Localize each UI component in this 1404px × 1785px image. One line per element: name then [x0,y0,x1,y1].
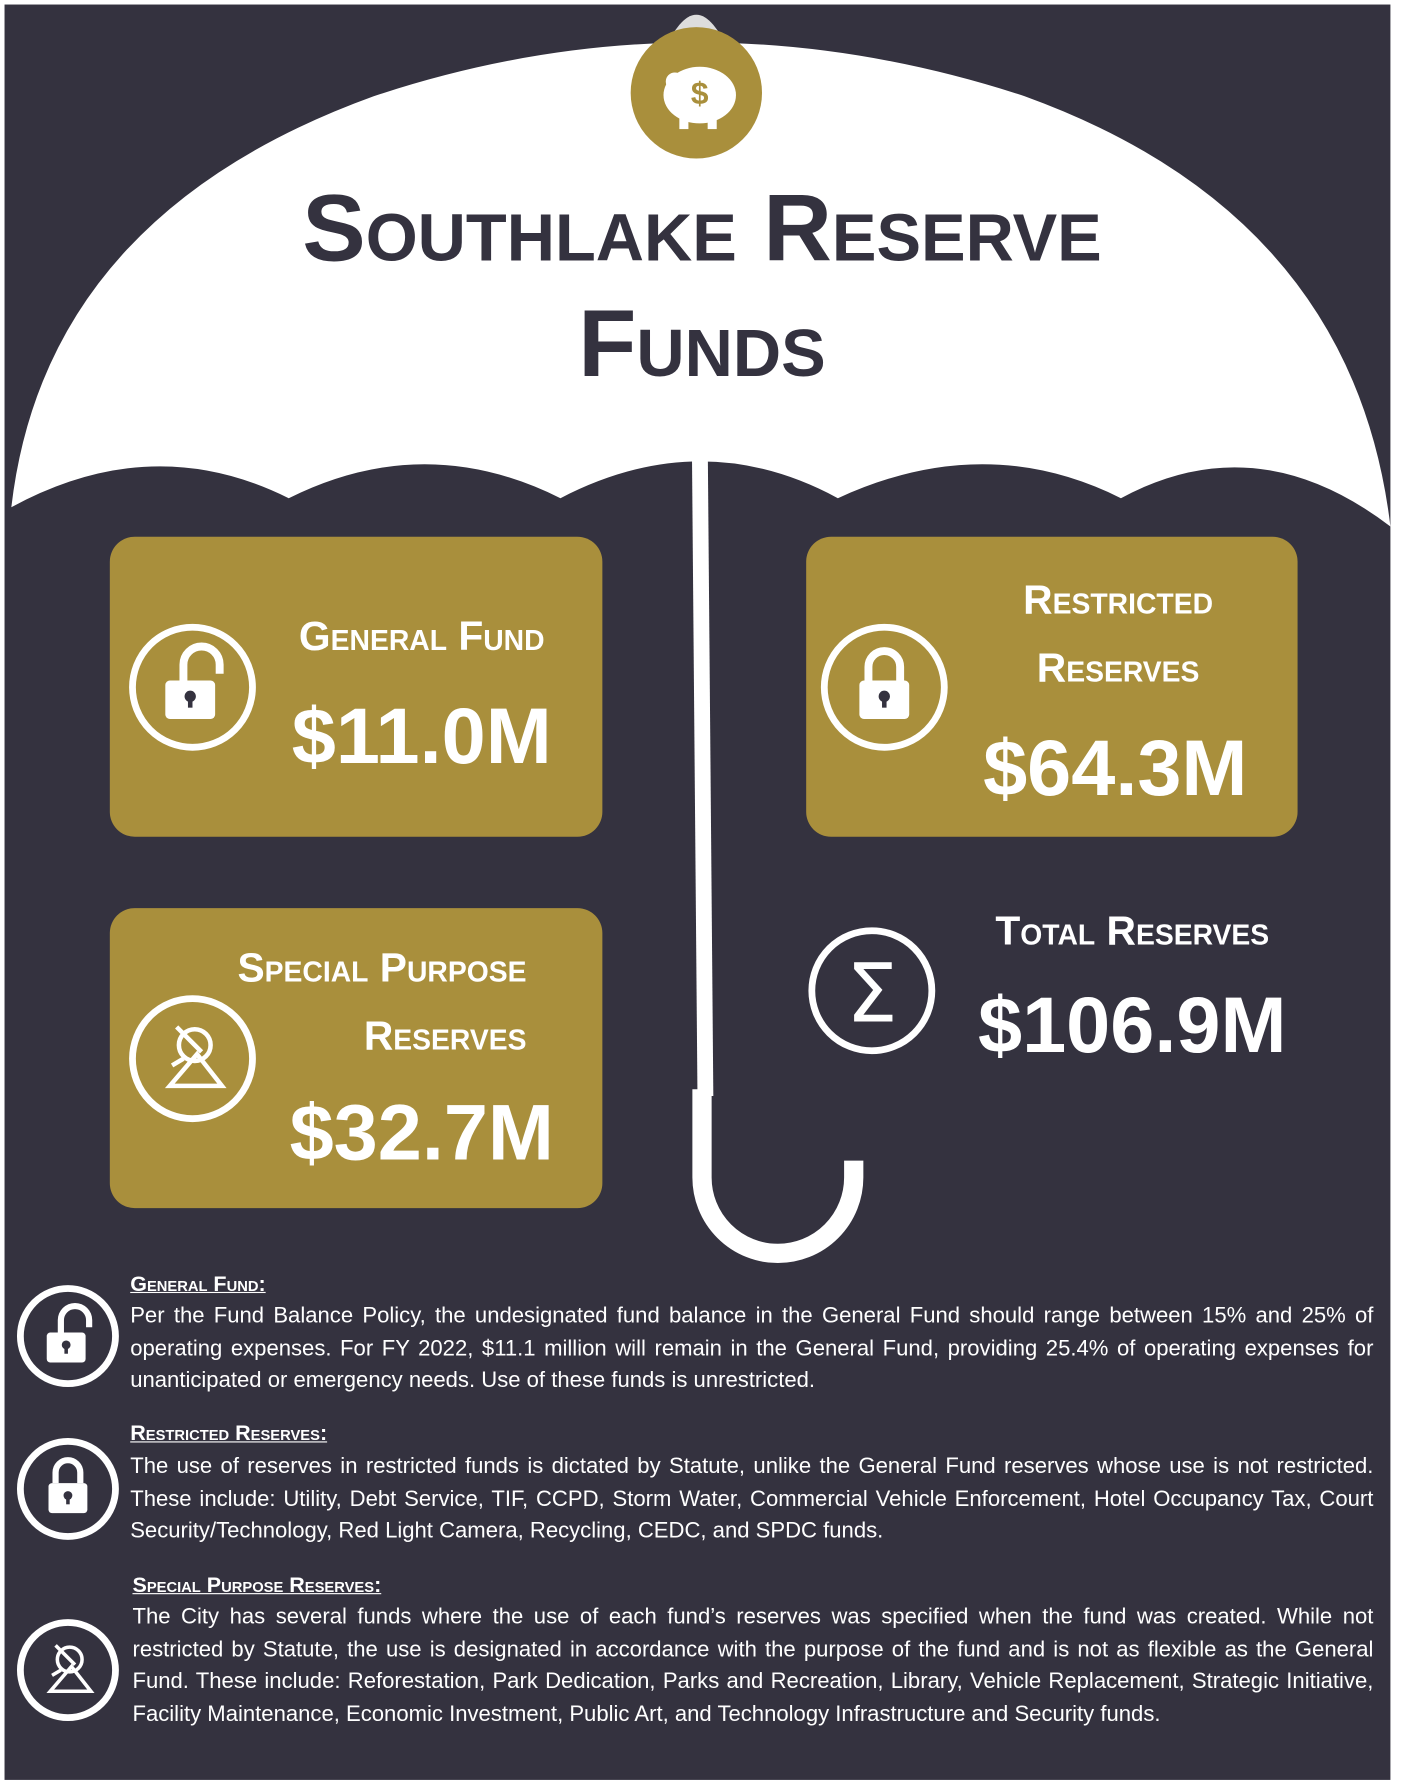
card-label: Special Purpose Reserves [237,944,527,1059]
card-restricted [806,536,1298,837]
title: Southlake Reserve Funds [302,174,1102,397]
note-heading: Restricted Reserves: [130,1422,328,1446]
umbrella-handle [692,1089,864,1263]
card-amount: $32.7M [289,1088,554,1177]
svg-text:$: $ [691,75,709,111]
card-label: General Fund [298,612,545,659]
total-amount: $106.9M [978,980,1287,1069]
piggy-bank-icon: $ [630,27,763,159]
card-special [109,908,603,1209]
sigma-icon: Σ [846,946,898,1041]
note-text: The City has several funds where the use… [132,1604,1374,1727]
total-label: Total Reserves [995,906,1270,954]
card-general [109,536,603,837]
umbrella-shaft [691,435,714,1097]
icon-rings [16,623,948,1722]
card-label: Restricted Reserves [1023,576,1214,691]
umbrella-canopy [11,42,1391,527]
note-text: Per the Fund Balance Policy, the undesig… [130,1303,1374,1393]
note-text: The use of reserves in restricted funds … [130,1453,1374,1544]
card-amount: $11.0M [291,691,552,781]
note-heading: Special Purpose Reserves: [132,1573,382,1598]
card-amount: $64.3M [983,723,1248,812]
note-heading: General Fund: [130,1272,266,1297]
